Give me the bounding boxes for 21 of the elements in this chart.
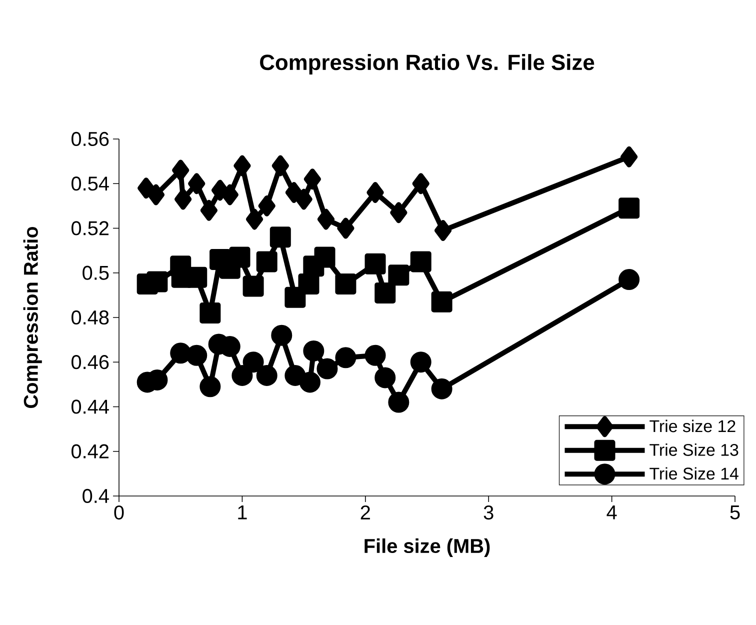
x-tick-label: 2 [360, 505, 370, 520]
legend-label: Trie Size 13 [650, 444, 738, 456]
x-axis-title: File size (MB) [364, 538, 490, 558]
y-tick-label: 0.52 [72, 221, 109, 236]
y-axis-title: Compression Ratio [23, 226, 42, 408]
x-tick-label: 1 [238, 505, 247, 520]
y-tick-label: 0.5 [82, 266, 109, 280]
x-tick-label: 3 [484, 505, 494, 520]
y-tick-label: 0.46 [72, 355, 109, 370]
x-tick-label: 4 [606, 505, 617, 520]
y-tick-label: 0.48 [72, 310, 109, 325]
x-tick-label: 0 [114, 505, 124, 520]
y-tick-label: 0.44 [72, 400, 109, 414]
y-tick-label: 0.56 [72, 132, 109, 146]
x-tick-label: 5 [730, 505, 740, 520]
chart-title: Compression Ratio Vs. File Size [260, 54, 594, 74]
legend-label: Trie Size 14 [650, 467, 738, 480]
y-tick-label: 0.42 [72, 444, 109, 458]
y-tick-label: 0.54 [72, 176, 109, 191]
y-tick-label: 0.4 [82, 488, 109, 504]
legend-label: Trie size 12 [650, 420, 736, 432]
